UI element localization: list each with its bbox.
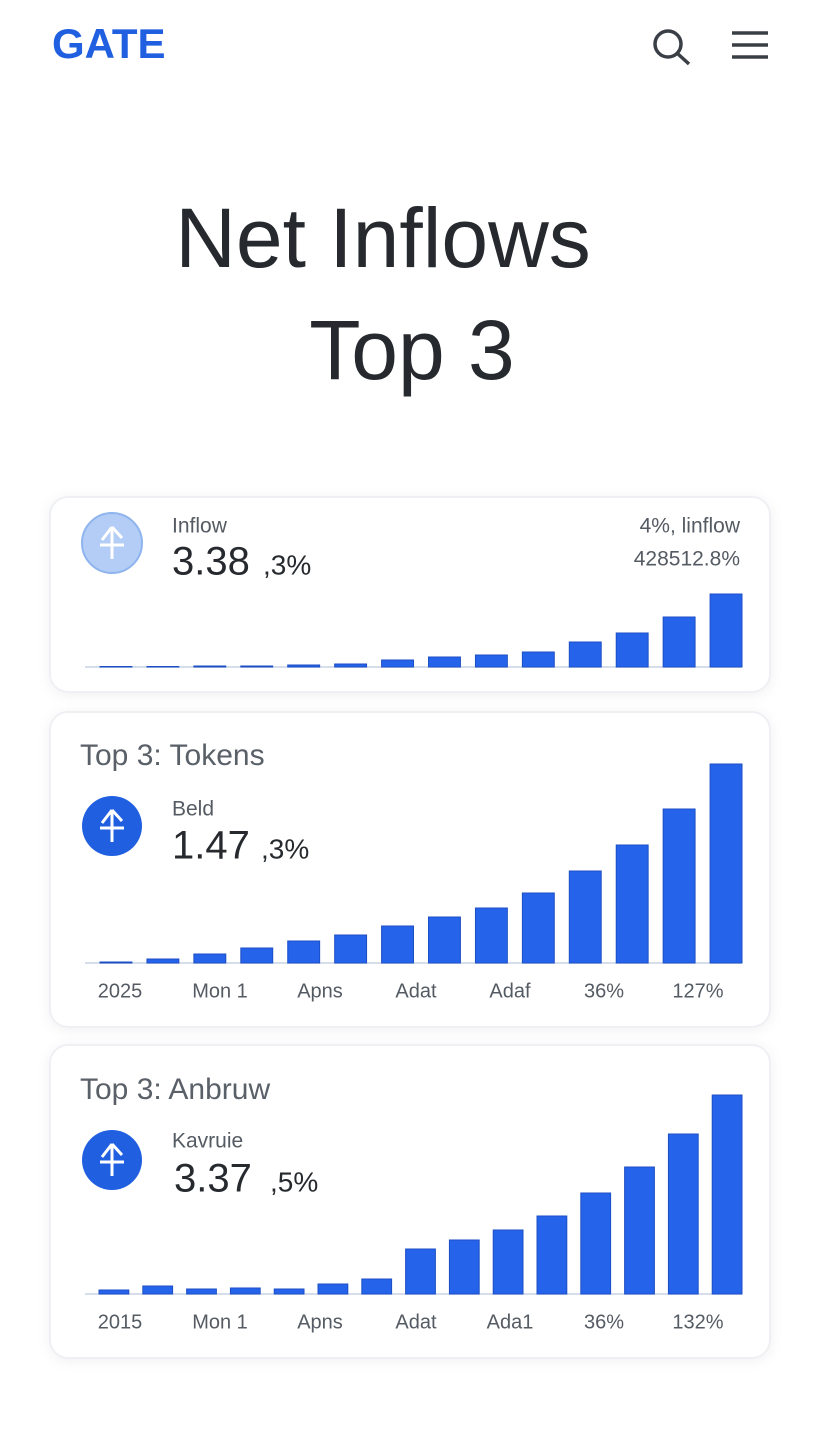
title: Top 3 [309,303,515,397]
logo[interactable]: GATE [52,20,166,67]
bar [146,958,180,964]
x-label: Mon 1 [192,980,248,1002]
bar [240,665,274,668]
bar [709,763,743,964]
bar [662,808,696,964]
card-value: 3.37 [174,1157,252,1201]
card-label: Kavruie [172,1130,243,1153]
bar [98,1289,130,1295]
x-label: Adaf [489,980,531,1002]
bar [536,1215,568,1295]
bar [193,953,227,964]
bar [142,1285,174,1295]
x-label: 36% [584,1311,624,1333]
menu-icon[interactable] [732,31,768,59]
x-label: Apns [297,1311,343,1333]
title: Net Inflows [175,191,591,285]
bar [615,844,649,964]
bar [361,1278,393,1295]
bar [428,916,461,964]
bar [448,1239,480,1295]
x-label: Mon 1 [192,1311,248,1333]
token-glyph [100,808,124,842]
x-label: 36% [584,980,624,1002]
card-right: 4%, linflow [640,515,741,538]
bar [568,870,602,964]
bar [474,654,508,668]
bar [273,1288,305,1295]
bar [381,659,414,668]
bar [662,616,696,668]
card-value: 1.47 [172,824,250,868]
card-label: Beld [172,798,214,821]
bar [492,1229,524,1295]
card-right: 428512.8% [634,548,740,571]
bar [146,666,180,668]
x-label: 2015 [98,1311,143,1333]
card-heading: Top 3: Tokens [80,739,265,772]
bar [521,892,555,964]
bar [334,663,368,668]
bar [568,641,602,668]
bar [615,632,649,668]
bar [667,1133,699,1295]
bar [428,656,461,668]
bar [99,666,133,668]
bar [580,1192,612,1295]
bar [240,947,274,964]
bar [709,593,743,668]
search-icon[interactable] [653,29,691,66]
card-value: 3.38 [172,540,250,584]
bar [381,925,414,964]
x-label: Adat [395,1311,437,1333]
x-label: Ada1 [487,1311,534,1333]
bar [229,1287,261,1295]
bar [287,664,321,668]
x-label: 2025 [98,980,143,1002]
bar [711,1094,743,1295]
x-label: Apns [297,980,343,1002]
card-suffix: ,3% [261,833,309,864]
bar [405,1248,436,1295]
token-glyph [100,1142,124,1176]
card-suffix: ,3% [263,549,311,580]
bar [186,1288,217,1295]
bar [99,961,133,964]
bar [193,665,227,668]
x-label: 127% [672,980,723,1002]
x-label: 132% [672,1311,723,1333]
bar [624,1166,655,1295]
token-glyph [100,525,124,559]
bar [317,1283,349,1295]
bar [521,651,555,668]
x-label: Adat [395,980,437,1002]
card-heading: Top 3: Anbruw [80,1073,270,1106]
bar [334,934,368,964]
card-label: Inflow [172,515,228,538]
card-suffix: ,5% [270,1166,318,1197]
bar [287,940,321,964]
bar [474,907,508,964]
